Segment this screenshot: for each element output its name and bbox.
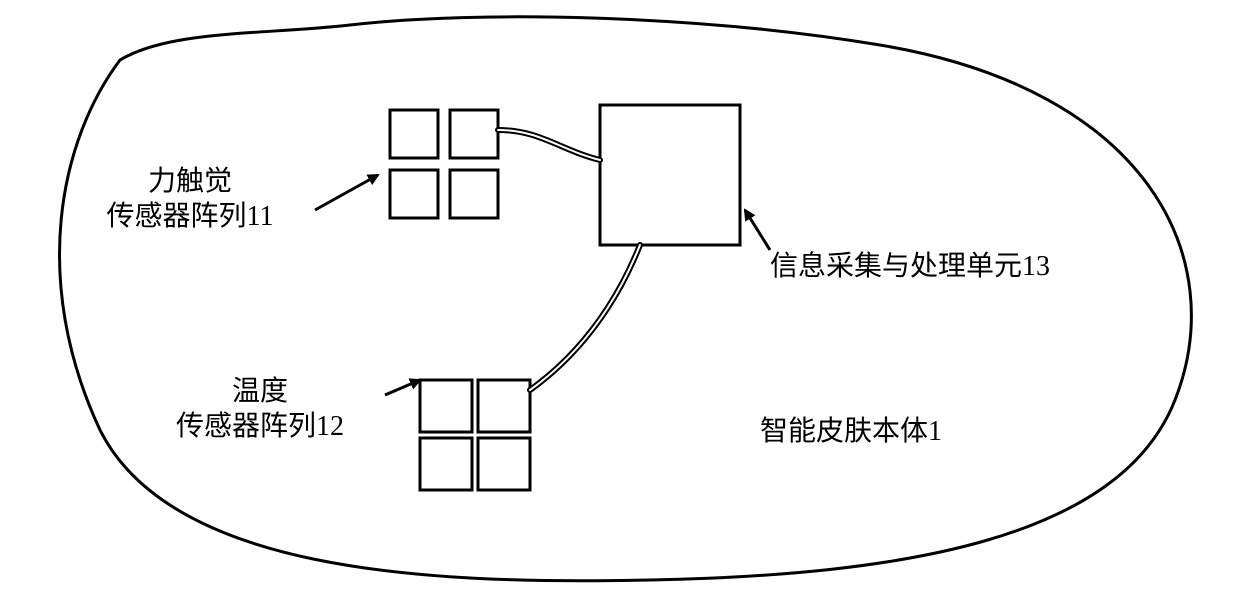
temperature-sensor-array-cell [420,438,472,490]
temperature-sensor-array-cell [478,380,530,432]
force-sensor-label-line2: 传感器阵列11 [107,200,274,232]
temp-sensor-label-line1: 温度 [232,375,288,407]
temperature-sensor-array-cell [420,380,472,432]
smart-skin-diagram: 力触觉传感器阵列11 温度传感器阵列12 信息采集与处理单元13 智能皮肤本体1 [0,0,1240,599]
force-sensor-array-cell [450,110,498,158]
force-sensor-array-cell [390,110,438,158]
processing-unit-box [600,105,740,245]
diagram-background [0,0,1240,599]
temperature-sensor-array-cell [478,438,530,490]
force-sensor-array-cell [390,170,438,218]
force-sensor-label-line1: 力触觉 [148,165,232,197]
temp-sensor-label-line2: 传感器阵列12 [176,410,344,442]
processing-unit-label: 信息采集与处理单元13 [770,250,1050,282]
force-sensor-array-cell [450,170,498,218]
skin-body-label: 智能皮肤本体1 [760,415,942,447]
